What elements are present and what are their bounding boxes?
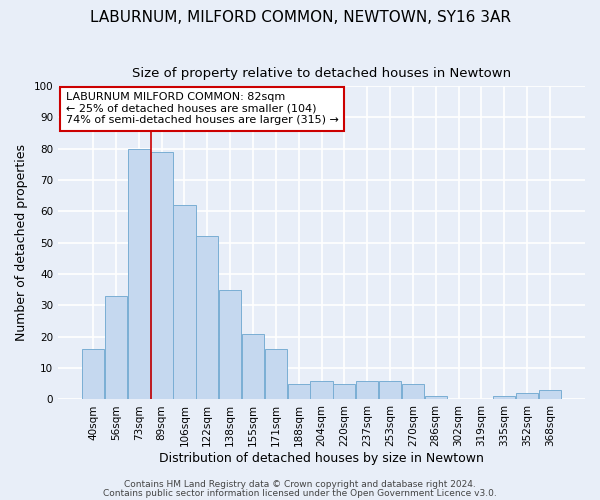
Bar: [516, 393, 538, 400]
Bar: [242, 334, 264, 400]
Text: LABURNUM, MILFORD COMMON, NEWTOWN, SY16 3AR: LABURNUM, MILFORD COMMON, NEWTOWN, SY16 …: [89, 10, 511, 25]
Bar: [425, 396, 447, 400]
Bar: [402, 384, 424, 400]
Bar: [128, 148, 150, 400]
Bar: [265, 350, 287, 400]
Text: Contains public sector information licensed under the Open Government Licence v3: Contains public sector information licen…: [103, 488, 497, 498]
Bar: [493, 396, 515, 400]
Text: Contains HM Land Registry data © Crown copyright and database right 2024.: Contains HM Land Registry data © Crown c…: [124, 480, 476, 489]
Title: Size of property relative to detached houses in Newtown: Size of property relative to detached ho…: [132, 68, 511, 80]
Bar: [196, 236, 218, 400]
Bar: [105, 296, 127, 400]
Bar: [539, 390, 561, 400]
X-axis label: Distribution of detached houses by size in Newtown: Distribution of detached houses by size …: [159, 452, 484, 465]
Bar: [379, 380, 401, 400]
Y-axis label: Number of detached properties: Number of detached properties: [15, 144, 28, 341]
Bar: [82, 350, 104, 400]
Bar: [219, 290, 241, 400]
Bar: [287, 384, 310, 400]
Bar: [333, 384, 355, 400]
Bar: [356, 380, 378, 400]
Bar: [151, 152, 173, 400]
Text: LABURNUM MILFORD COMMON: 82sqm
← 25% of detached houses are smaller (104)
74% of: LABURNUM MILFORD COMMON: 82sqm ← 25% of …: [66, 92, 339, 126]
Bar: [310, 380, 332, 400]
Bar: [173, 205, 196, 400]
